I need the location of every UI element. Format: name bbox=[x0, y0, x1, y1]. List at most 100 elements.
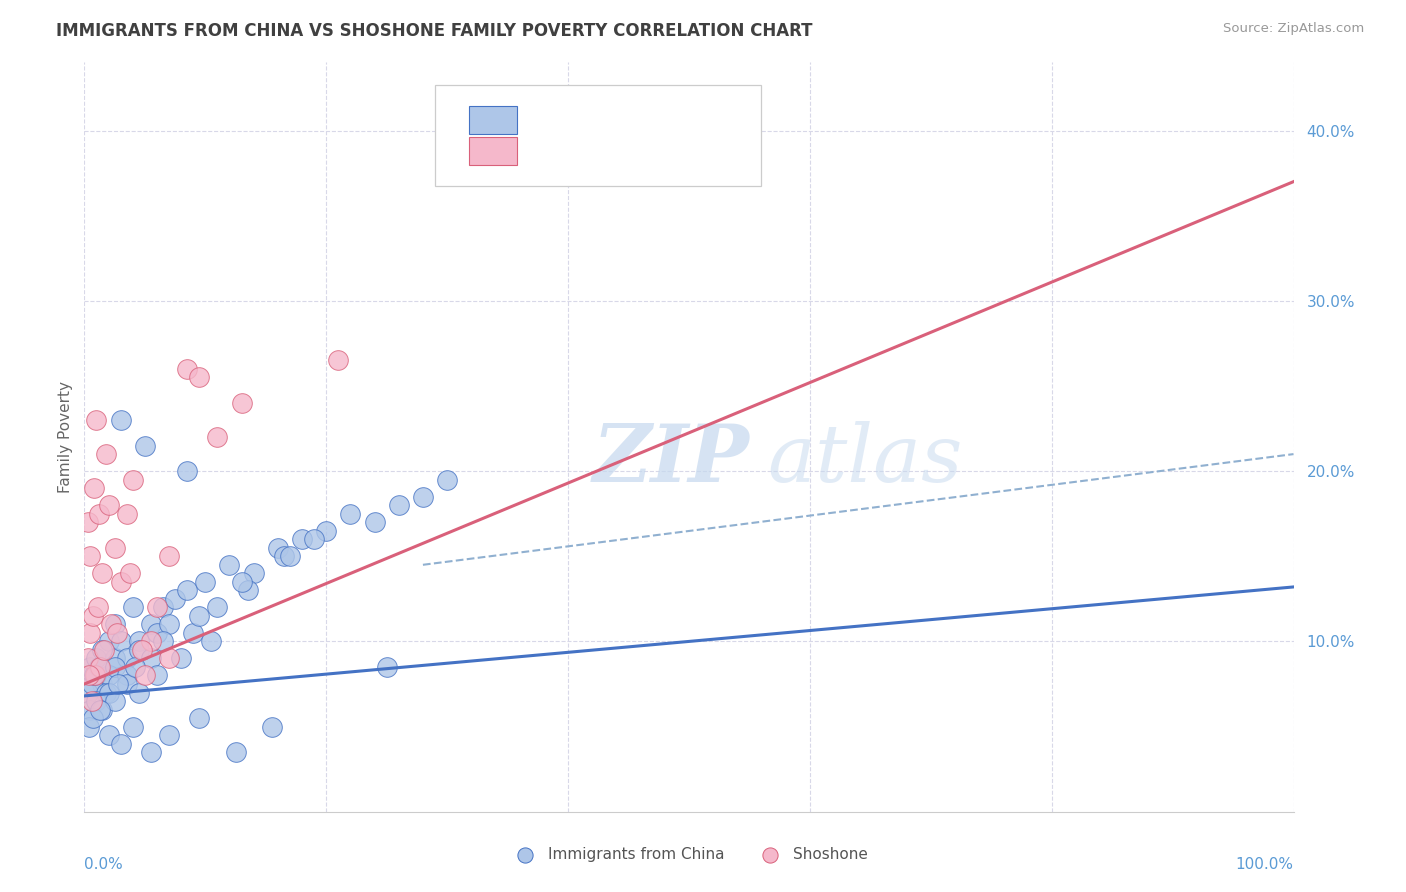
Point bbox=[131, 643, 153, 657]
Point bbox=[83, 668, 105, 682]
Point bbox=[79, 549, 101, 564]
Point bbox=[134, 668, 156, 682]
Point bbox=[176, 362, 198, 376]
Text: 100.0%: 100.0% bbox=[1236, 856, 1294, 871]
Point bbox=[84, 668, 107, 682]
Point bbox=[436, 473, 458, 487]
Point bbox=[86, 668, 108, 682]
Point bbox=[104, 694, 127, 708]
Text: atlas: atlas bbox=[768, 421, 963, 499]
Point bbox=[231, 574, 253, 589]
Point bbox=[388, 498, 411, 512]
Point bbox=[110, 413, 132, 427]
Point bbox=[105, 626, 128, 640]
Point bbox=[134, 439, 156, 453]
Point bbox=[194, 574, 217, 589]
Text: ZIP: ZIP bbox=[592, 421, 749, 499]
Point bbox=[104, 660, 127, 674]
Point bbox=[302, 533, 325, 547]
Point bbox=[188, 711, 211, 725]
Point bbox=[315, 524, 337, 538]
Point bbox=[86, 600, 108, 615]
Point bbox=[104, 617, 127, 632]
Point bbox=[115, 507, 138, 521]
Point bbox=[260, 720, 283, 734]
Point bbox=[207, 600, 229, 615]
Text: N = 35: N = 35 bbox=[634, 144, 695, 159]
Point bbox=[267, 541, 290, 555]
Point bbox=[146, 600, 169, 615]
Point bbox=[91, 677, 114, 691]
Text: R =  0.451: R = 0.451 bbox=[531, 112, 617, 128]
Point bbox=[124, 660, 146, 674]
Point bbox=[121, 720, 143, 734]
Point bbox=[77, 685, 100, 699]
Point bbox=[86, 651, 108, 665]
FancyBboxPatch shape bbox=[434, 85, 762, 186]
Point bbox=[412, 490, 434, 504]
Point bbox=[291, 533, 314, 547]
Point bbox=[100, 617, 122, 632]
Point bbox=[128, 685, 150, 699]
Point bbox=[152, 600, 174, 615]
Point bbox=[89, 702, 111, 716]
FancyBboxPatch shape bbox=[468, 106, 517, 135]
Point bbox=[157, 549, 180, 564]
Point bbox=[225, 745, 247, 759]
Point bbox=[97, 668, 120, 682]
Point bbox=[188, 608, 211, 623]
Point bbox=[121, 473, 143, 487]
Point bbox=[77, 720, 100, 734]
Point bbox=[165, 591, 187, 606]
Legend: Immigrants from China, Shoshone: Immigrants from China, Shoshone bbox=[503, 840, 875, 868]
Point bbox=[104, 651, 127, 665]
Point bbox=[104, 541, 127, 555]
Point bbox=[236, 583, 259, 598]
Point bbox=[139, 745, 162, 759]
Point bbox=[200, 634, 222, 648]
Point bbox=[176, 464, 198, 478]
Point bbox=[121, 600, 143, 615]
Point bbox=[115, 677, 138, 691]
Point bbox=[79, 660, 101, 674]
Point bbox=[91, 643, 114, 657]
Point bbox=[77, 651, 100, 665]
Point bbox=[87, 507, 110, 521]
Point bbox=[242, 566, 264, 581]
Point bbox=[94, 447, 117, 461]
Point bbox=[181, 626, 204, 640]
Point bbox=[80, 694, 103, 708]
Point bbox=[128, 643, 150, 657]
Point bbox=[77, 515, 100, 529]
Point bbox=[97, 728, 120, 742]
Point bbox=[218, 558, 240, 572]
Point bbox=[146, 626, 169, 640]
Point bbox=[139, 651, 162, 665]
Point bbox=[339, 507, 361, 521]
Point bbox=[115, 651, 138, 665]
Point bbox=[139, 634, 162, 648]
Point bbox=[97, 634, 120, 648]
Point bbox=[375, 660, 398, 674]
Point bbox=[91, 566, 114, 581]
Point bbox=[207, 430, 229, 444]
Point bbox=[152, 634, 174, 648]
Point bbox=[83, 481, 105, 495]
Point bbox=[89, 660, 111, 674]
Point bbox=[146, 668, 169, 682]
FancyBboxPatch shape bbox=[468, 136, 517, 165]
Text: R =  0.705: R = 0.705 bbox=[531, 144, 617, 159]
Point bbox=[278, 549, 301, 564]
Point bbox=[110, 634, 132, 648]
Point bbox=[77, 668, 100, 682]
Point bbox=[363, 515, 385, 529]
Text: N = 74: N = 74 bbox=[634, 112, 695, 128]
Y-axis label: Family Poverty: Family Poverty bbox=[58, 381, 73, 493]
Point bbox=[128, 634, 150, 648]
Point bbox=[120, 566, 142, 581]
Point bbox=[97, 498, 120, 512]
Point bbox=[157, 728, 180, 742]
Point bbox=[170, 651, 193, 665]
Point bbox=[82, 711, 104, 725]
Point bbox=[97, 685, 120, 699]
